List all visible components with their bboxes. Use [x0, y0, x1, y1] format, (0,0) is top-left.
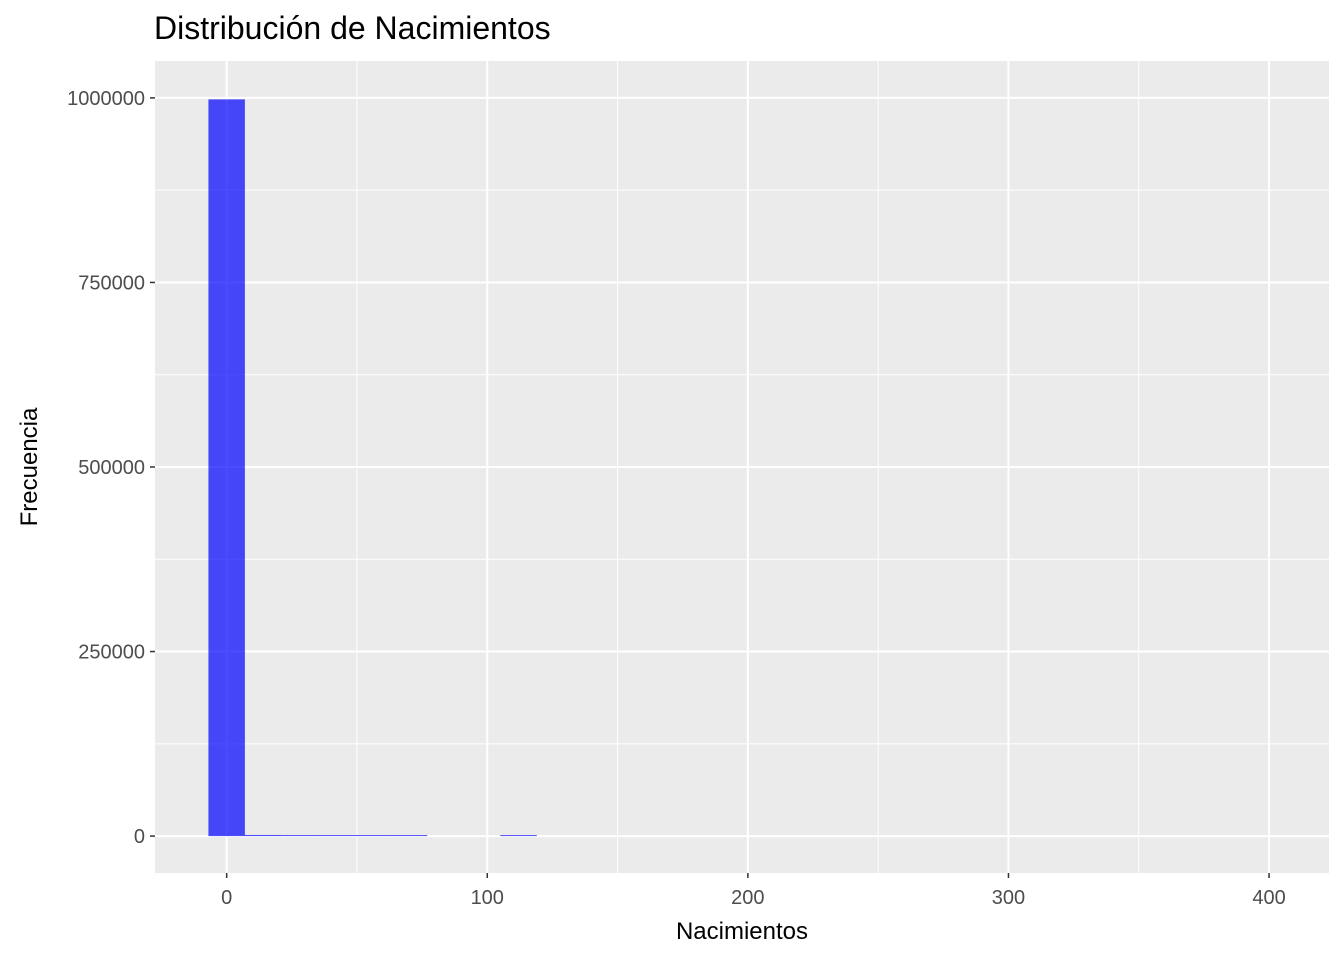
y-tick-label: 0 — [134, 826, 145, 848]
y-tick-label: 250000 — [78, 642, 145, 664]
x-tick-label: 300 — [992, 887, 1025, 909]
y-tick-label: 750000 — [78, 272, 145, 294]
x-tick-label: 100 — [471, 887, 504, 909]
x-tick-label: 0 — [221, 887, 232, 909]
x-axis-ticks: 0 100 200 300 400 — [221, 873, 1286, 909]
histogram-bars — [208, 99, 537, 837]
x-axis-title: Nacimientos — [676, 918, 808, 945]
histogram-bar — [208, 99, 245, 837]
grid-major — [155, 61, 1329, 873]
histogram-bar — [390, 835, 428, 837]
y-axis-title: Frecuencia — [16, 407, 43, 526]
histogram-bar — [500, 835, 537, 837]
histogram-bar — [354, 835, 391, 837]
histogram-bar — [317, 835, 355, 837]
histogram-bar — [244, 834, 282, 837]
x-tick-label: 200 — [731, 887, 764, 909]
histogram-bar — [281, 835, 318, 837]
y-tick-label: 500000 — [78, 457, 145, 479]
y-tick-label: 1000000 — [67, 88, 145, 110]
chart-title: Distribución de Nacimientos — [154, 10, 551, 46]
y-axis-ticks: 0 250000 500000 750000 1000000 — [67, 88, 155, 848]
x-tick-label: 400 — [1252, 887, 1285, 909]
